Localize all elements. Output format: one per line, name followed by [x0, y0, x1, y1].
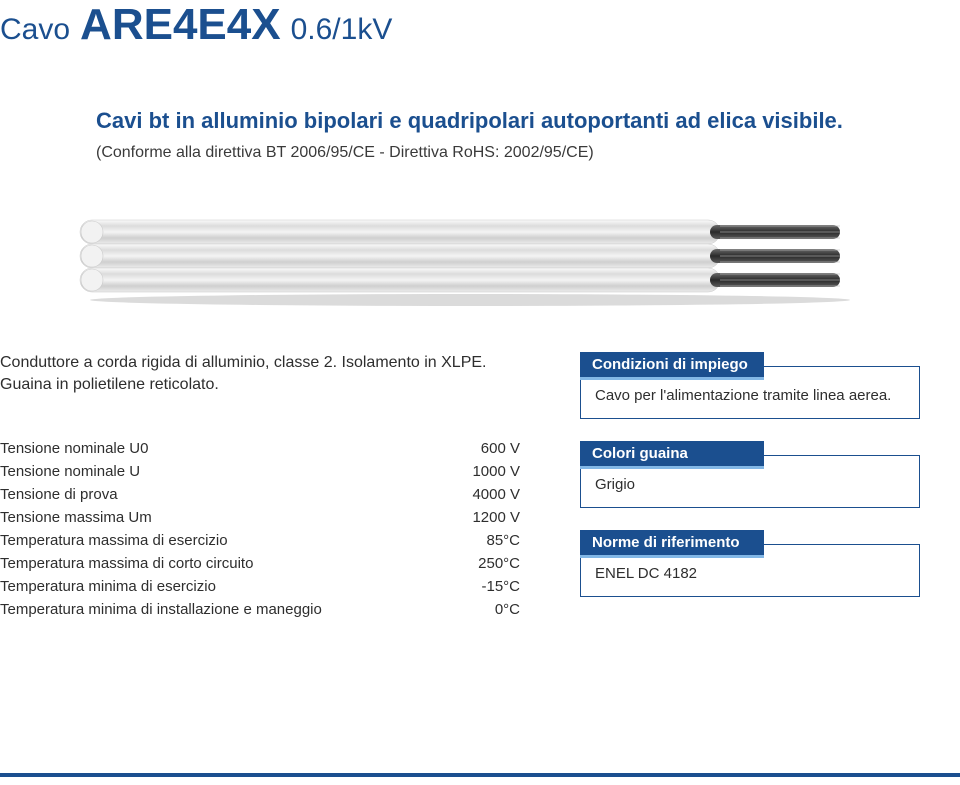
- conditions-title: Condizioni di impiego: [580, 352, 764, 380]
- page-title: Cavo ARE4E4X 0.6/1kV: [0, 0, 928, 50]
- conditions-box: Condizioni di impiego Cavo per l'aliment…: [580, 352, 920, 419]
- spec-value: 0°C: [495, 601, 520, 618]
- table-row: Temperatura minima di installazione e ma…: [0, 598, 520, 621]
- spec-label: Temperatura minima di installazione e ma…: [0, 601, 322, 618]
- spec-value: 1000 V: [472, 463, 520, 480]
- description-text: Conduttore a corda rigida di alluminio, …: [0, 352, 520, 397]
- spec-label: Tensione massima Um: [0, 509, 152, 526]
- spec-value: 4000 V: [472, 486, 520, 503]
- title-kv: 0.6/1kV: [291, 13, 393, 47]
- spec-label: Temperatura massima di esercizio: [0, 532, 228, 549]
- table-row: Temperatura massima di esercizio 85°C: [0, 529, 520, 552]
- spec-value: 600 V: [481, 440, 520, 457]
- cable-illustration: [70, 204, 850, 308]
- table-row: Tensione di prova 4000 V: [0, 483, 520, 506]
- norms-title: Norme di riferimento: [580, 530, 764, 558]
- spec-value: 250°C: [478, 555, 520, 572]
- subtitle: Cavi bt in alluminio bipolari e quadripo…: [0, 108, 928, 134]
- cable-svg: [70, 204, 850, 308]
- spec-label: Temperatura minima di esercizio: [0, 578, 216, 595]
- spec-label: Temperatura massima di corto circuito: [0, 555, 253, 572]
- spec-label: Tensione di prova: [0, 486, 118, 503]
- spec-value: 1200 V: [472, 509, 520, 526]
- footer-rule: [0, 773, 960, 777]
- table-row: Tensione nominale U0 600 V: [0, 437, 520, 460]
- norms-box: Norme di riferimento ENEL DC 4182: [580, 530, 920, 597]
- spec-label: Tensione nominale U: [0, 463, 140, 480]
- content-columns: Conduttore a corda rigida di alluminio, …: [0, 352, 928, 621]
- left-column: Conduttore a corda rigida di alluminio, …: [0, 352, 520, 621]
- table-row: Temperatura minima di esercizio -15°C: [0, 575, 520, 598]
- conformity-note: (Conforme alla direttiva BT 2006/95/CE -…: [0, 144, 928, 162]
- table-row: Temperatura massima di corto circuito 25…: [0, 552, 520, 575]
- table-row: Tensione nominale U 1000 V: [0, 460, 520, 483]
- title-model: ARE4E4X: [80, 0, 281, 50]
- spec-table: Tensione nominale U0 600 V Tensione nomi…: [0, 437, 520, 621]
- page: Cavo ARE4E4X 0.6/1kV Cavi bt in allumini…: [0, 0, 960, 621]
- colors-title: Colori guaina: [580, 441, 764, 469]
- spec-label: Tensione nominale U0: [0, 440, 148, 457]
- colors-box: Colori guaina Grigio: [580, 441, 920, 508]
- title-prefix: Cavo: [0, 13, 70, 47]
- spec-value: -15°C: [481, 578, 520, 595]
- right-column: Condizioni di impiego Cavo per l'aliment…: [580, 352, 920, 621]
- table-row: Tensione massima Um 1200 V: [0, 506, 520, 529]
- spec-value: 85°C: [486, 532, 520, 549]
